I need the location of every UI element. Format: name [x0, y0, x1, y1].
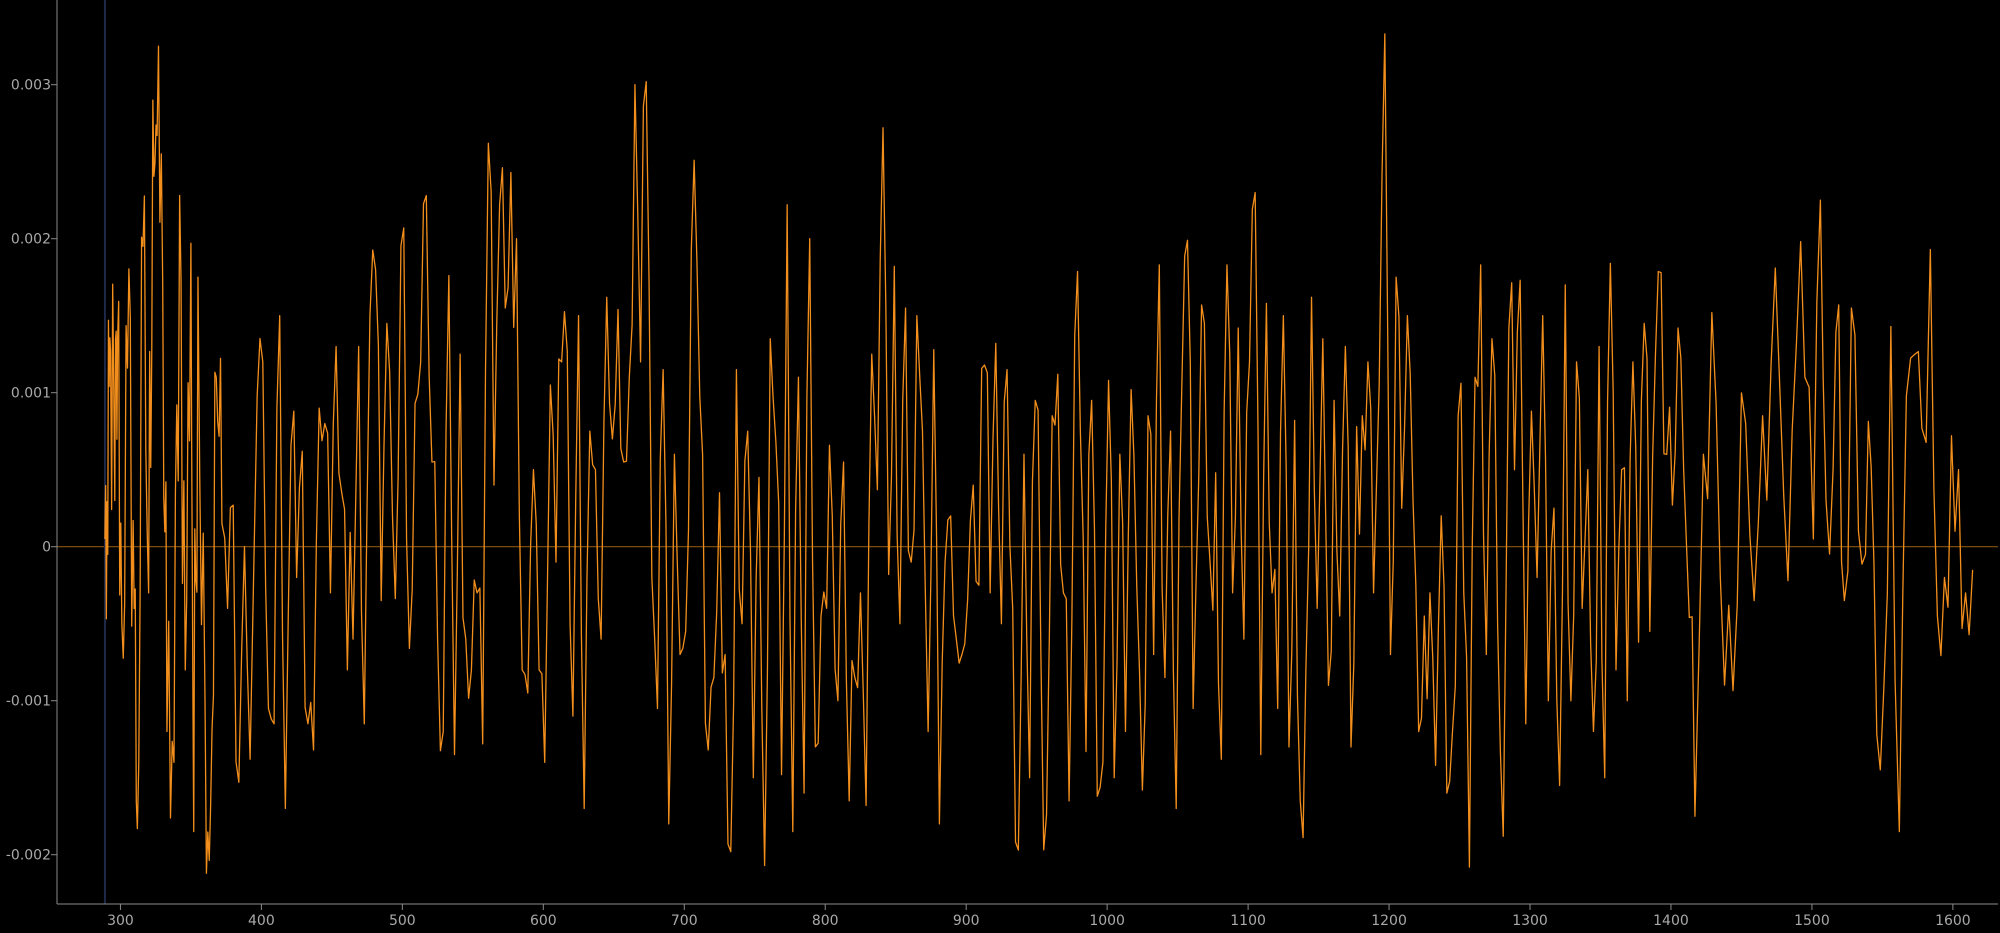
x-tick-label: 1600 [1935, 913, 1971, 929]
x-tick-label: 700 [671, 913, 698, 929]
y-tick-label: 0.003 [11, 78, 51, 94]
y-tick-label: -0.001 [6, 694, 51, 710]
y-tick-label: 0.002 [11, 232, 51, 248]
x-tick-label: 400 [248, 913, 275, 929]
x-tick-label: 1400 [1653, 913, 1689, 929]
x-tick-label: 1300 [1512, 913, 1548, 929]
series-line [104, 33, 1974, 874]
y-tick-label: 0 [42, 540, 51, 556]
axes: 300 400 500 600 700 800 900 1000 1100 1200 1300 140… [6, 0, 1998, 929]
x-tick-label: 1200 [1371, 913, 1407, 929]
x-tick-label: 800 [812, 913, 839, 929]
x-tick-label: 600 [530, 913, 557, 929]
x-tick-label: 1000 [1089, 913, 1125, 929]
x-tick-label: 900 [953, 913, 980, 929]
x-tick-label: 1100 [1230, 913, 1266, 929]
x-tick-label: 300 [107, 913, 134, 929]
y-tick-label: -0.002 [6, 848, 51, 864]
x-tick-label: 1500 [1794, 913, 1830, 929]
y-tick-label: 0.001 [11, 386, 51, 402]
series-layer [104, 33, 1974, 874]
x-tick-label: 500 [389, 913, 416, 929]
